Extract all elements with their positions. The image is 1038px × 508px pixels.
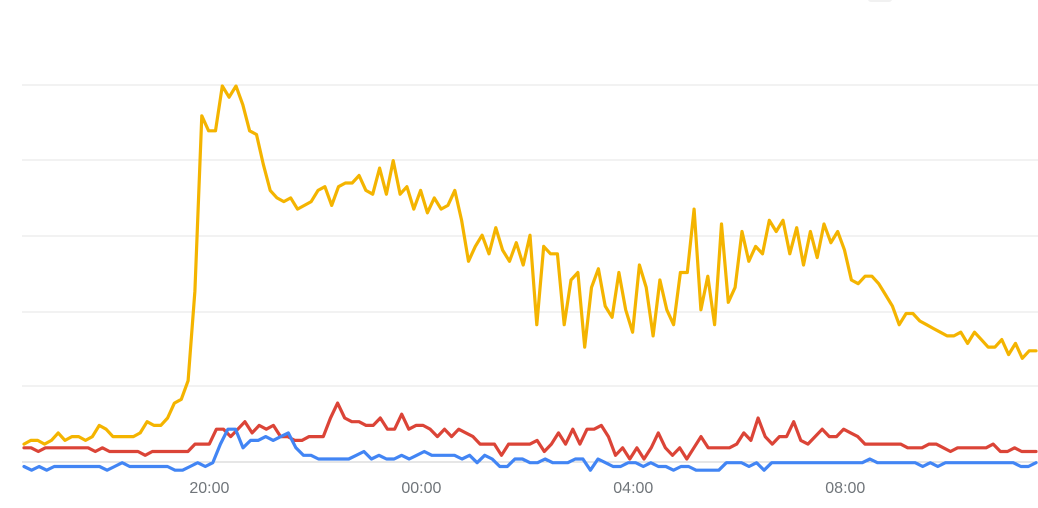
- corner-control[interactable]: [868, 0, 892, 2]
- series-line-2: [22, 401, 1038, 461]
- x-tick-label-1: 20:00: [189, 480, 229, 497]
- grid-lines: [22, 84, 1038, 463]
- series-line-3: [22, 427, 1038, 472]
- series-line-1: [22, 84, 1038, 446]
- x-tick-label-3: 04:00: [613, 480, 653, 497]
- series-lines: [22, 84, 1038, 472]
- x-tick-label-2: 00:00: [401, 480, 441, 497]
- x-axis-ticks: 20:00 00:00 04:00 08:00: [189, 480, 865, 497]
- x-tick-label-4: 08:00: [825, 480, 865, 497]
